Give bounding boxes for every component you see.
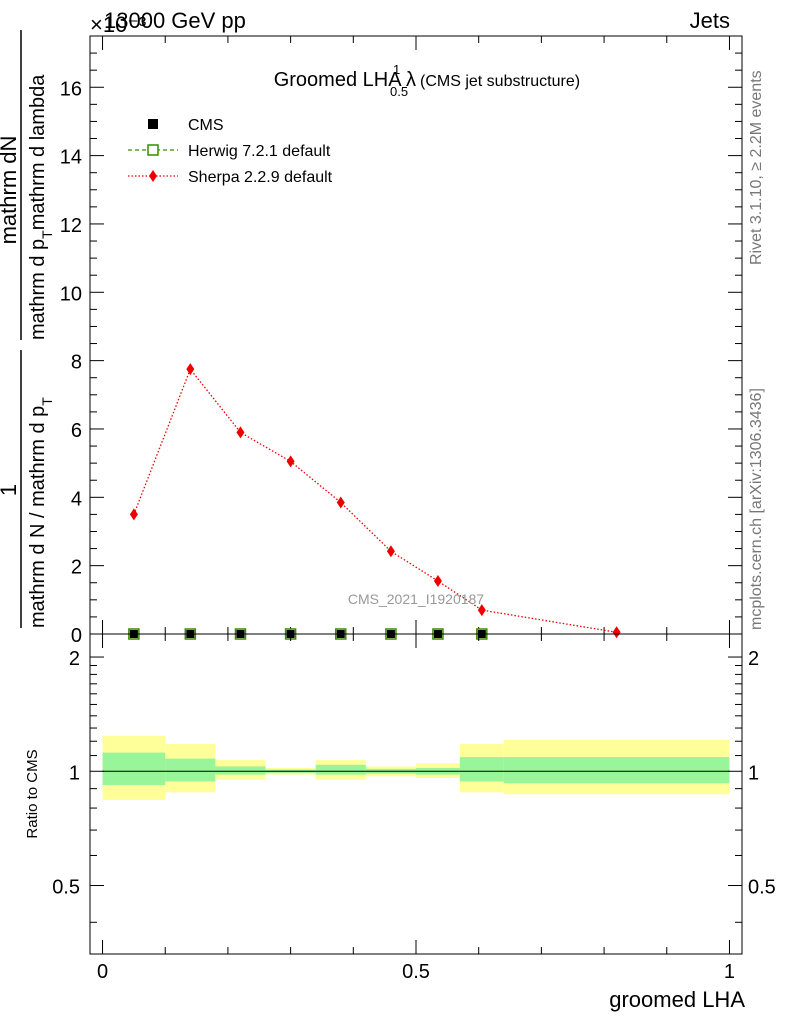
ratio-frame: [89, 633, 743, 955]
sherpa-point: [336, 496, 345, 509]
ylabel-den: mathrm d pTmathrm d lambda: [27, 74, 55, 340]
sherpa-line: [133, 367, 617, 633]
ratio-ytick-label: 2: [69, 648, 80, 670]
ratio-ylabel: Ratio to CMS: [24, 749, 41, 838]
main-title-suffix: (CMS jet substructure): [420, 73, 580, 90]
ylabel-prefix-den: mathrm d N / mathrm d pT: [27, 397, 55, 628]
main-ticks: 0 2 4 6 8 10 12 14 16: [60, 35, 742, 647]
legend-marker-herwig: [147, 144, 159, 156]
header-right: Jets: [690, 8, 730, 33]
ratio-ytick-label: 1: [69, 762, 80, 784]
main-panel: 0 2 4 6 8 10 12 14 16 Groomed LHA λ 1 0.5 (CMS j…: [0, 30, 743, 647]
ylabel-prefix-num: 1: [0, 484, 21, 496]
watermark: CMS_2021_I1920187: [348, 591, 484, 607]
ratio-band-inner: [503, 757, 730, 784]
main-title-sup: 1: [393, 62, 400, 77]
sherpa-point: [286, 455, 295, 468]
main-title: Groomed LHA λ: [274, 69, 416, 91]
main-ytick-label: 2: [71, 557, 82, 579]
sherpa-point: [477, 604, 486, 617]
main-ytick-label: 16: [60, 78, 82, 100]
main-title-sub: 0.5: [390, 84, 408, 99]
exponent-label: ×10⁻³: [90, 12, 146, 37]
ratio-panel: 0.5 0.5 1 1 2 2 0 0.5 1 Ratio to CMS groomed LHA: [24, 633, 776, 1012]
main-ytick-label: 4: [71, 488, 82, 510]
main-ytick-label: 10: [60, 283, 82, 305]
xtick-label: 0.5: [402, 961, 430, 983]
xtick-label: 1: [724, 961, 735, 983]
rivet-label: Rivet 3.1.10, ≥ 2.2M events: [748, 70, 765, 265]
mcplots-label: mcplots.cern.ch [arXiv:1306.3436]: [748, 388, 765, 630]
ratio-ytick-label: 0.5: [52, 877, 80, 899]
ratio-band-inner: [215, 766, 266, 775]
sherpa-point: [129, 508, 138, 521]
sherpa-point: [236, 426, 245, 439]
legend-marker-sherpa: [149, 170, 157, 182]
legend-marker-cms: [148, 119, 158, 129]
sherpa-point: [433, 575, 442, 588]
ratio-band-inner: [459, 757, 504, 782]
ratio-band-inner: [102, 752, 166, 786]
main-ylabel: 1 mathrm d N / mathrm d pT mathrm dN mat…: [0, 30, 55, 628]
main-ytick-label: 6: [71, 420, 82, 442]
main-ytick-label: 0: [71, 625, 82, 647]
sherpa-point: [386, 545, 395, 558]
main-ytick-label: 8: [71, 352, 82, 374]
ylabel-num: mathrm dN: [0, 136, 21, 245]
xtick-label: 0: [97, 961, 108, 983]
header-left: 13000 GeV pp: [104, 8, 246, 33]
legend-label-herwig: Herwig 7.2.1 default: [188, 143, 331, 160]
ratio-ytick-label-right: 2: [748, 648, 759, 670]
ratio-bands: [102, 735, 730, 801]
xlabel: groomed LHA: [609, 987, 745, 1012]
legend: CMS Herwig 7.2.1 default Sherpa 2.2.9 de…: [128, 117, 333, 186]
sherpa-point: [612, 626, 621, 639]
main-ytick-label: 14: [60, 147, 82, 169]
sherpa-point: [186, 363, 195, 376]
ratio-ytick-label-right: 1: [748, 762, 759, 784]
legend-label-cms: CMS: [188, 117, 224, 134]
ratio-band-inner: [315, 764, 366, 775]
legend-label-sherpa: Sherpa 2.2.9 default: [188, 169, 333, 186]
ratio-ytick-label-right: 0.5: [748, 877, 776, 899]
ratio-ticks: 0.5 0.5 1 1 2 2 0 0.5 1: [52, 634, 776, 983]
main-ytick-label: 12: [60, 215, 82, 237]
ratio-band-inner: [165, 758, 216, 782]
